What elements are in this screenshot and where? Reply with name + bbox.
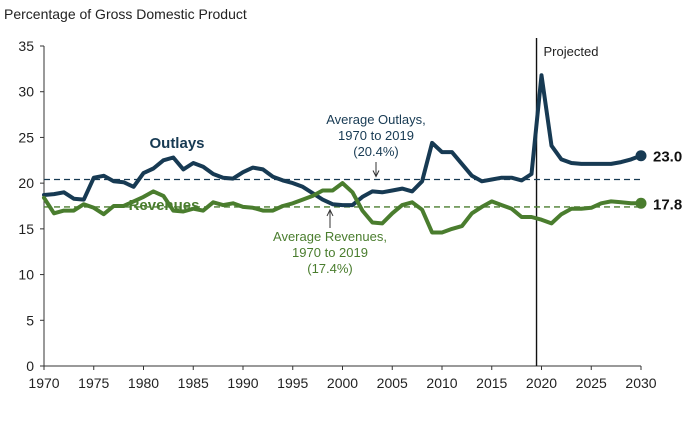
y-tick-label: 20: [18, 175, 34, 191]
x-tick-label: 1990: [227, 375, 258, 391]
average-revenues-annotation: Average Revenues,: [273, 229, 387, 244]
y-tick-label: 25: [18, 129, 34, 145]
x-tick-label: 2030: [625, 375, 656, 391]
average-outlays-arrowhead: [372, 170, 380, 178]
x-tick-label: 2010: [426, 375, 457, 391]
revenues-line: [42, 181, 643, 235]
average-outlays-annotation: Average Outlays,: [326, 112, 425, 127]
x-tick-label: 1970: [28, 375, 59, 391]
x-tick-label: 2025: [576, 375, 607, 391]
revenues-end-label: 17.8: [653, 196, 682, 213]
y-tick-label: 0: [26, 358, 34, 374]
x-tick-label: 2015: [476, 375, 507, 391]
x-tick-label: 2020: [526, 375, 557, 391]
average-revenues-annotation: (17.4%): [307, 261, 353, 276]
projection-label: Projected: [544, 44, 599, 59]
y-tick-label: 35: [18, 38, 34, 54]
average-outlays-annotation: 1970 to 2019: [338, 128, 414, 143]
y-tick-label: 15: [18, 221, 34, 237]
outlays-end-marker: [635, 150, 647, 162]
x-tick-label: 1995: [277, 375, 308, 391]
outlays-line: [42, 73, 643, 208]
chart-title: Percentage of Gross Domestic Product: [4, 6, 247, 22]
x-tick-label: 1980: [128, 375, 159, 391]
average-outlays-annotation: (20.4%): [353, 144, 399, 159]
x-tick-label: 2000: [327, 375, 358, 391]
y-tick-label: 5: [26, 312, 34, 328]
average-revenues-arrowhead: [326, 208, 334, 217]
x-tick-label: 2005: [377, 375, 408, 391]
outlays-end-label: 23.0: [653, 149, 682, 166]
revenues-end-marker: [635, 197, 647, 209]
average-revenues-annotation: 1970 to 2019: [292, 245, 368, 260]
x-tick-label: 1985: [178, 375, 209, 391]
y-tick-label: 10: [18, 267, 34, 283]
x-tick-label: 1975: [78, 375, 109, 391]
y-tick-label: 30: [18, 84, 34, 100]
outlays-series-label: Outlays: [149, 135, 204, 152]
revenues-series-label: Revenues: [129, 197, 200, 214]
